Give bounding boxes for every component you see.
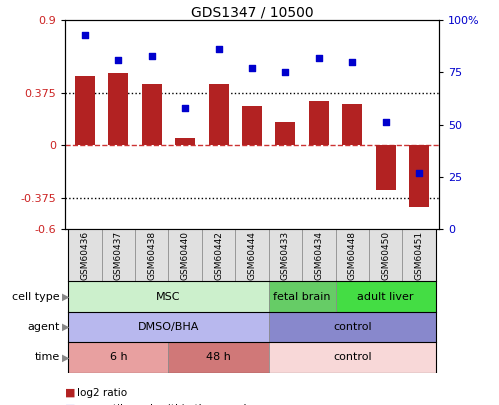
Text: ▶: ▶ <box>62 352 70 362</box>
Bar <box>75 76 95 145</box>
Point <box>215 46 223 53</box>
Point <box>148 53 156 59</box>
Text: GSM60451: GSM60451 <box>415 230 424 280</box>
Text: time: time <box>34 352 60 362</box>
Point <box>248 65 256 71</box>
Bar <box>142 84 162 145</box>
Bar <box>302 229 335 281</box>
Text: MSC: MSC <box>156 292 181 302</box>
Point <box>348 59 356 65</box>
Text: GSM60448: GSM60448 <box>348 231 357 279</box>
Point <box>181 104 189 111</box>
Text: cell type: cell type <box>12 292 60 302</box>
Bar <box>169 229 202 281</box>
Text: GSM60440: GSM60440 <box>181 231 190 279</box>
Bar <box>209 84 229 145</box>
Point <box>382 119 390 126</box>
Text: control: control <box>333 352 372 362</box>
Bar <box>309 101 329 145</box>
Bar <box>268 229 302 281</box>
Bar <box>335 281 436 312</box>
Text: GSM60450: GSM60450 <box>381 230 390 280</box>
Bar <box>342 104 362 145</box>
Bar <box>135 229 169 281</box>
Bar <box>68 342 169 373</box>
Bar <box>376 145 396 190</box>
Bar <box>175 139 195 145</box>
Bar <box>275 122 295 145</box>
Text: GSM60436: GSM60436 <box>80 230 89 280</box>
Text: GSM60434: GSM60434 <box>314 231 323 279</box>
Point <box>114 57 122 63</box>
Bar <box>409 145 429 207</box>
Bar <box>369 229 402 281</box>
Title: GDS1347 / 10500: GDS1347 / 10500 <box>191 5 313 19</box>
Text: GSM60438: GSM60438 <box>147 230 156 280</box>
Bar <box>102 229 135 281</box>
Point <box>315 55 323 61</box>
Bar <box>335 229 369 281</box>
Bar <box>268 312 436 342</box>
Bar <box>68 229 102 281</box>
Point <box>81 32 89 38</box>
Text: ▶: ▶ <box>62 322 70 332</box>
Bar <box>268 281 335 312</box>
Text: 48 h: 48 h <box>206 352 231 362</box>
Bar <box>268 342 436 373</box>
Bar <box>68 281 268 312</box>
Text: GSM60437: GSM60437 <box>114 230 123 280</box>
Text: ▶: ▶ <box>62 292 70 302</box>
Text: ■: ■ <box>65 404 75 405</box>
Bar <box>242 107 262 145</box>
Text: fetal brain: fetal brain <box>273 292 331 302</box>
Text: GSM60433: GSM60433 <box>281 230 290 280</box>
Text: adult liver: adult liver <box>357 292 414 302</box>
Bar <box>108 73 128 145</box>
Text: agent: agent <box>27 322 60 332</box>
Bar <box>236 229 268 281</box>
Text: DMSO/BHA: DMSO/BHA <box>138 322 199 332</box>
Text: 6 h: 6 h <box>109 352 127 362</box>
Text: control: control <box>333 322 372 332</box>
Bar <box>169 342 268 373</box>
Bar <box>202 229 236 281</box>
Bar <box>402 229 436 281</box>
Bar <box>68 312 268 342</box>
Text: log2 ratio: log2 ratio <box>77 388 127 398</box>
Text: percentile rank within the sample: percentile rank within the sample <box>77 404 253 405</box>
Text: GSM60442: GSM60442 <box>214 231 223 279</box>
Point <box>281 69 289 76</box>
Text: GSM60444: GSM60444 <box>248 231 256 279</box>
Point <box>415 169 423 176</box>
Text: ■: ■ <box>65 388 75 398</box>
